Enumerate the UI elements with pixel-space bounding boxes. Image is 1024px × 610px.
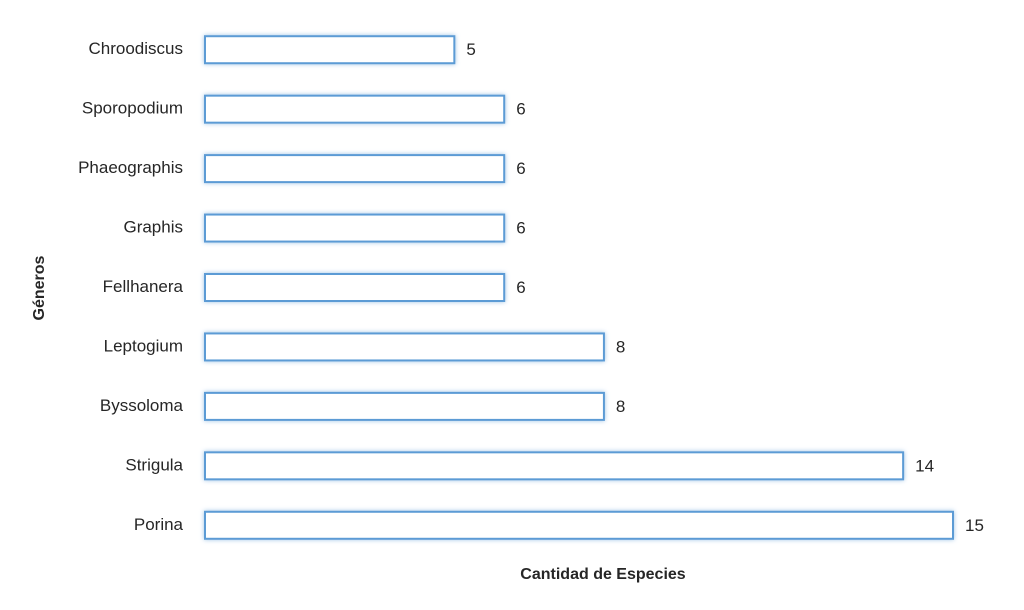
bar <box>204 213 506 243</box>
data-label: 14 <box>915 456 934 475</box>
y-tick-label: Byssoloma <box>100 396 184 415</box>
y-tick-label: Sporopodium <box>82 99 183 118</box>
bar <box>204 391 605 421</box>
data-label: 5 <box>466 40 475 59</box>
y-tick-label: Phaeographis <box>78 158 183 177</box>
data-label: 8 <box>616 397 625 416</box>
data-label: 8 <box>616 337 625 356</box>
y-axis-title: Géneros <box>31 255 48 320</box>
y-tick-label: Strigula <box>125 455 183 474</box>
data-label: 6 <box>516 278 525 297</box>
y-tick-label: Leptogium <box>104 336 183 355</box>
bar <box>204 510 954 540</box>
data-label: 6 <box>516 219 525 238</box>
data-label: 15 <box>965 516 984 535</box>
data-label: 6 <box>516 159 525 178</box>
bar <box>204 154 506 184</box>
x-axis-title: Cantidad de Especies <box>520 566 685 583</box>
bar <box>204 273 506 302</box>
bar <box>204 94 506 124</box>
data-label: 6 <box>516 100 525 119</box>
bar <box>204 35 456 65</box>
bar <box>204 451 905 481</box>
y-tick-label: Fellhanera <box>103 277 184 296</box>
bar <box>204 332 605 362</box>
y-tick-label: Graphis <box>123 218 183 237</box>
y-tick-label: Porina <box>134 515 184 534</box>
y-tick-label: Chroodiscus <box>89 39 184 58</box>
